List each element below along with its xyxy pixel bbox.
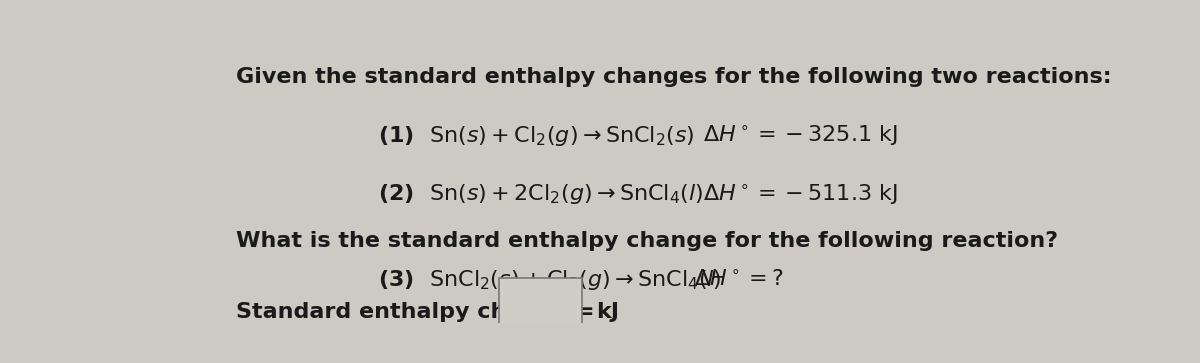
Text: $\Delta H^\circ = -511.3\ \mathrm{kJ}$: $\Delta H^\circ = -511.3\ \mathrm{kJ}$ — [703, 182, 898, 207]
Text: (3)  $\mathrm{SnCl_2}(s) + \mathrm{Cl_2}(g) \rightarrow \mathrm{SnCl_4}(l)$: (3) $\mathrm{SnCl_2}(s) + \mathrm{Cl_2}(… — [378, 268, 721, 292]
Text: kJ: kJ — [596, 302, 619, 322]
Text: (1)  $\mathrm{Sn}(s) + \mathrm{Cl_2}(g) \rightarrow \mathrm{SnCl_2}(s)$: (1) $\mathrm{Sn}(s) + \mathrm{Cl_2}(g) \… — [378, 124, 695, 148]
Text: $\Delta H^\circ =?$: $\Delta H^\circ =?$ — [694, 269, 784, 290]
Text: Given the standard enthalpy changes for the following two reactions:: Given the standard enthalpy changes for … — [235, 67, 1111, 87]
Text: What is the standard enthalpy change for the following reaction?: What is the standard enthalpy change for… — [235, 231, 1057, 250]
Text: Standard enthalpy change =: Standard enthalpy change = — [235, 302, 594, 322]
Text: (2)  $\mathrm{Sn}(s) + 2\mathrm{Cl_2}(g) \rightarrow \mathrm{SnCl_4}(l)$: (2) $\mathrm{Sn}(s) + 2\mathrm{Cl_2}(g) … — [378, 183, 703, 207]
Text: $\Delta H^\circ = -325.1\ \mathrm{kJ}$: $\Delta H^\circ = -325.1\ \mathrm{kJ}$ — [703, 123, 898, 148]
Bar — [499, 278, 582, 340]
